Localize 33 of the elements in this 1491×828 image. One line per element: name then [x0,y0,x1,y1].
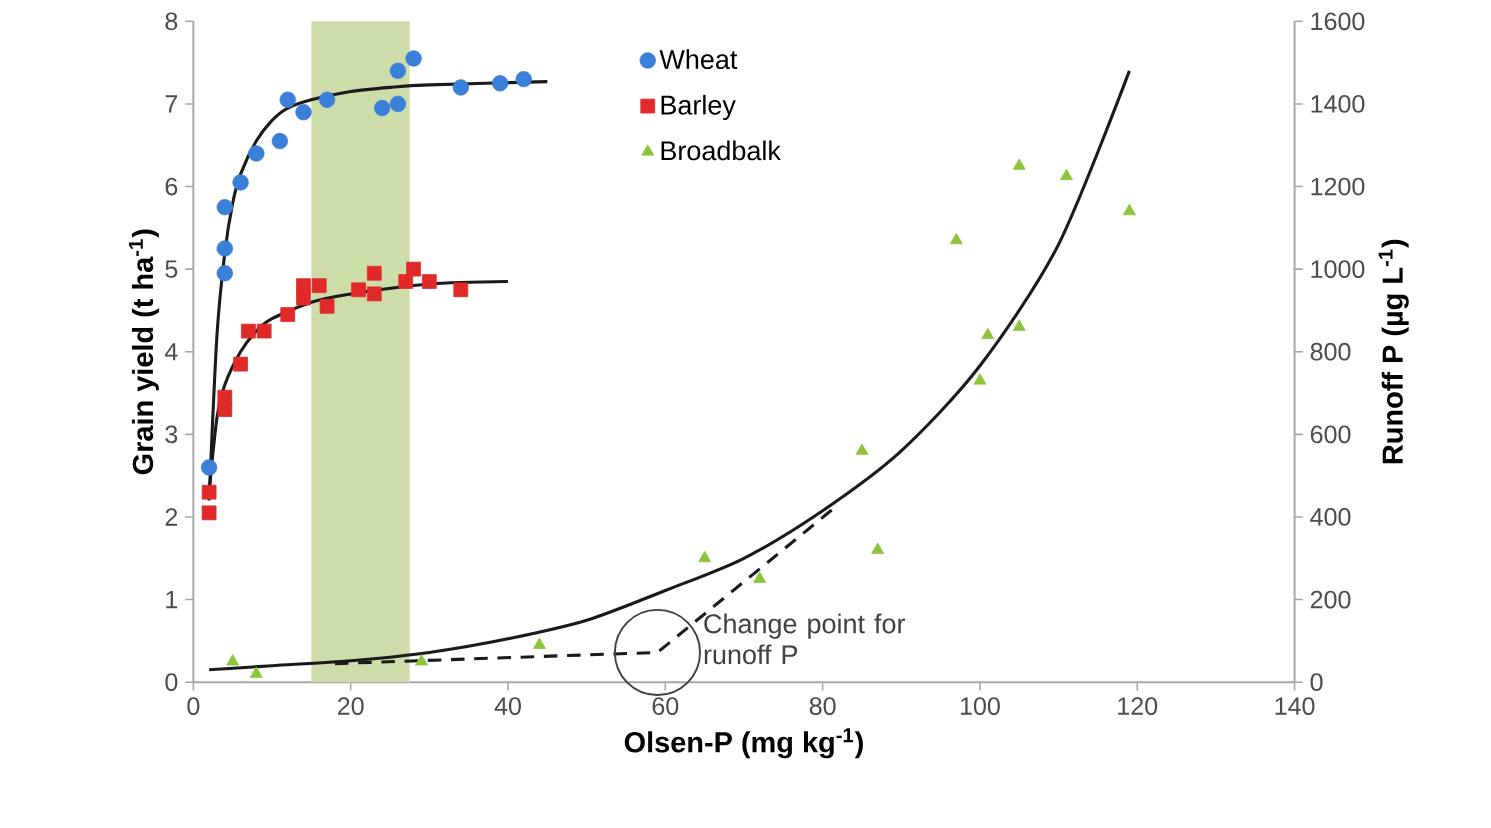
y-tick-label: 4 [164,342,178,361]
legend-label: Broadbalk [661,140,781,161]
y-tick-label: 7 [165,95,178,113]
y-tick-label: 1 [166,590,178,609]
x-tick-label: 40 [494,697,521,715]
x-tick-label: 120 [1118,697,1158,715]
y2-tick-label: 400 [1310,507,1351,526]
y-tick-label: 5 [165,260,178,278]
y2-tick-label: 1200 [1311,177,1365,196]
x-axis-title: Olsen-P (mg kg$^{-1}$) [624,728,863,759]
y-tick-label: 6 [165,177,178,196]
legend-label: Barley [661,94,736,120]
y2-tick-label: 600 [1310,425,1351,444]
y2-tick-label: 1000 [1311,260,1365,278]
x-tick-label: 20 [338,697,364,715]
y-tick-label: 0 [165,673,178,691]
legend-label: Wheat [659,49,738,69]
y2-axis-title: Runoff P (µg L$^{-1}$) [1378,239,1409,464]
y-tick-label: 8 [165,12,178,31]
y2-tick-label: 800 [1310,342,1351,361]
x-tick-label: 80 [809,697,836,715]
x-tick-label: 140 [1275,697,1315,715]
y-tick-label: 3 [165,425,178,444]
y2-tick-label: 0 [1310,673,1323,691]
x-tick-label: 100 [960,697,1000,715]
x-tick-label: 0 [187,697,200,715]
y2-tick-label: 1600 [1311,12,1365,30]
y2-tick-label: 200 [1310,590,1351,609]
annotation: Change point for runoff P [704,613,906,665]
y2-tick-label: 1400 [1311,94,1365,113]
y-tick-label: 2 [165,508,178,526]
x-tick-label: 60 [652,697,679,715]
y-axis-title: Grain yield (t ha$^{-1}$) [128,229,159,474]
